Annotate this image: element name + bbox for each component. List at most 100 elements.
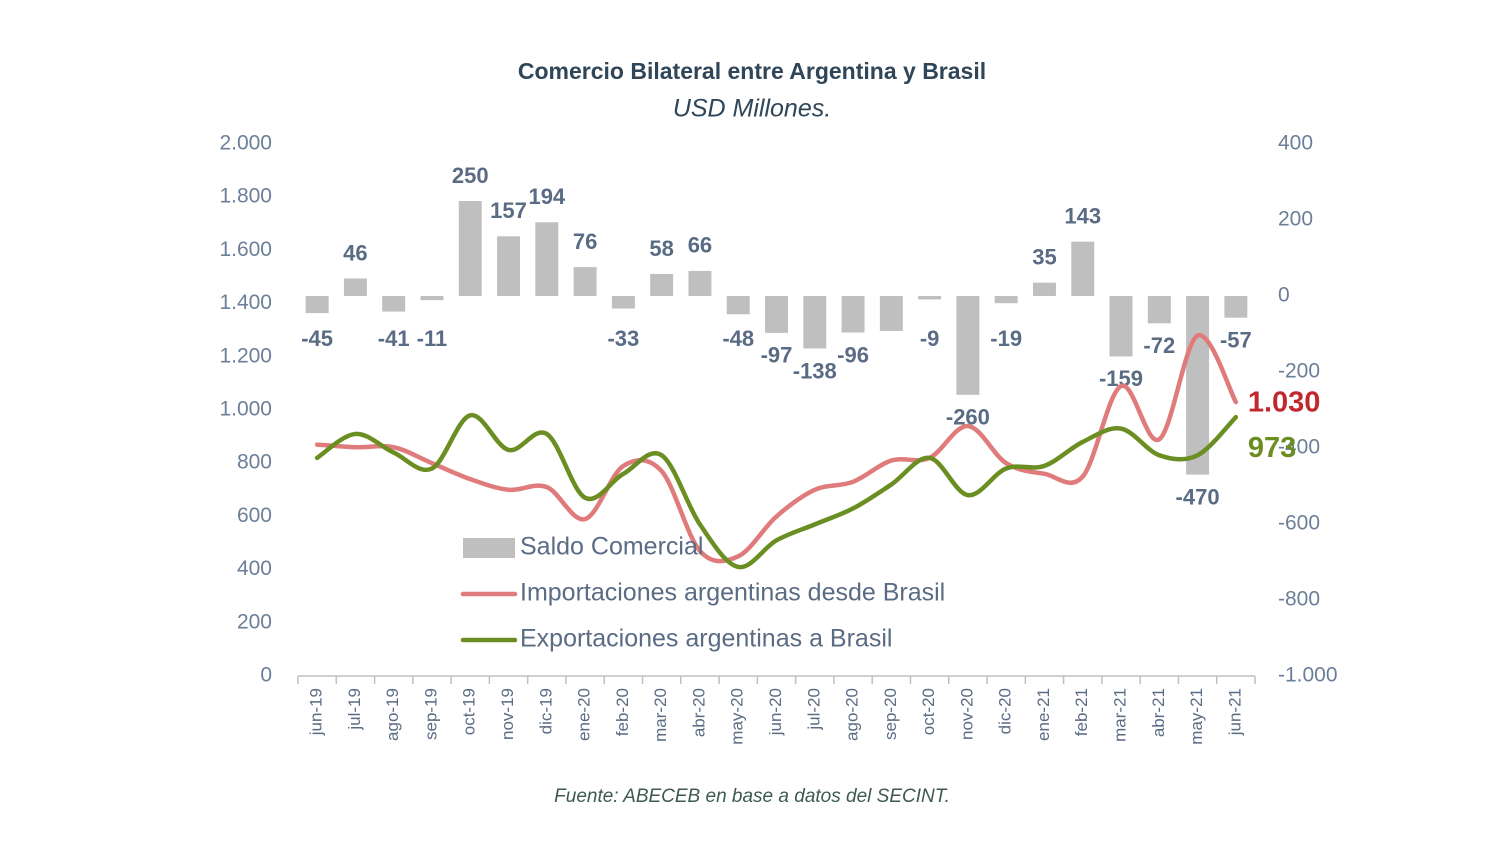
chart-subtitle: USD Millones. xyxy=(673,95,831,123)
x-tick-label: oct-20 xyxy=(919,688,938,735)
bar-value-label: -470 xyxy=(1176,484,1220,509)
y-tick-label: 800 xyxy=(237,451,272,474)
bar-value-label: -97 xyxy=(761,343,793,368)
end-value-label: 973 xyxy=(1248,432,1296,464)
bar xyxy=(879,296,903,331)
y-tick-label: 1.000 xyxy=(219,398,272,421)
x-tick-label: mar-21 xyxy=(1111,688,1130,742)
x-tick-label: sep-19 xyxy=(421,688,440,740)
bar xyxy=(305,296,329,314)
x-tick-label: ene-21 xyxy=(1034,688,1053,741)
bar-value-label: -48 xyxy=(722,326,754,351)
bar-value-label: -11 xyxy=(417,326,448,351)
y-tick-label: 1.400 xyxy=(219,291,272,314)
x-tick-label: jun-20 xyxy=(766,688,785,736)
legend-label: Exportaciones argentinas a Brasil xyxy=(520,625,892,653)
bar xyxy=(803,296,827,349)
bar xyxy=(1224,296,1248,318)
y-tick-label: 1.800 xyxy=(219,185,272,208)
x-tick-label: abr-21 xyxy=(1149,688,1168,737)
bar-value-label: -41 xyxy=(378,326,410,351)
bar-value-label: 35 xyxy=(1032,245,1056,270)
bar-value-label: -45 xyxy=(301,326,333,351)
x-tick-label: sep-20 xyxy=(881,688,900,740)
bar-value-label: -9 xyxy=(920,326,940,351)
bar-value-label: -96 xyxy=(837,342,869,367)
bar xyxy=(841,296,865,333)
bar xyxy=(688,270,712,296)
x-tick-label: ene-20 xyxy=(575,688,594,741)
end-value-label: 1.030 xyxy=(1248,387,1321,419)
bar xyxy=(1147,296,1171,324)
bar-value-label: 194 xyxy=(528,184,565,209)
bar-value-label: -57 xyxy=(1220,327,1252,352)
chart-title: Comercio Bilateral entre Argentina y Bra… xyxy=(518,58,986,84)
bar xyxy=(650,273,674,296)
y2-tick-label: -600 xyxy=(1278,512,1320,535)
bar-value-label: 250 xyxy=(452,163,489,188)
y2-tick-label: 200 xyxy=(1278,208,1313,231)
x-tick-label: oct-19 xyxy=(460,688,479,735)
y2-tick-label: -1.000 xyxy=(1278,664,1338,687)
bar-value-label: -138 xyxy=(793,358,837,383)
y-tick-label: 0 xyxy=(260,664,272,687)
x-tick-label: may-20 xyxy=(728,688,747,745)
x-tick-label: jul-19 xyxy=(345,688,364,731)
line xyxy=(314,413,1239,570)
bar xyxy=(765,296,788,333)
bar-value-label: 76 xyxy=(573,229,597,254)
y-tick-label: 600 xyxy=(237,504,272,527)
bar xyxy=(343,278,367,296)
x-tick-label: ago-19 xyxy=(383,688,402,741)
x-tick-label: mar-20 xyxy=(651,688,670,742)
x-tick-label: nov-20 xyxy=(957,688,976,740)
y-tick-label: 2.000 xyxy=(219,132,272,155)
bar-value-label: 46 xyxy=(343,240,367,265)
bar xyxy=(1032,282,1056,296)
y2-tick-label: -400 xyxy=(1278,436,1320,459)
bar xyxy=(420,296,444,301)
bar xyxy=(1109,296,1133,357)
bar xyxy=(535,222,559,296)
bar xyxy=(497,236,521,296)
legend-swatch xyxy=(463,538,515,558)
x-tick-label: dic-19 xyxy=(536,688,555,734)
bar xyxy=(573,267,597,296)
y-tick-label: 1.200 xyxy=(219,344,272,367)
x-tick-label: nov-19 xyxy=(498,688,517,740)
x-tick-label: ago-20 xyxy=(843,688,862,741)
bar xyxy=(611,296,635,309)
bar-value-label: -33 xyxy=(607,326,639,351)
bar xyxy=(1071,241,1095,296)
bar xyxy=(918,296,942,300)
y-tick-label: 400 xyxy=(237,557,272,580)
bar-value-label: -19 xyxy=(990,326,1022,351)
bar xyxy=(382,296,406,312)
bar-value-label: -72 xyxy=(1143,333,1175,358)
x-tick-label: jun-21 xyxy=(1225,688,1244,736)
bar xyxy=(458,201,482,296)
bar xyxy=(956,296,980,395)
y2-tick-label: -800 xyxy=(1278,588,1320,611)
bar xyxy=(994,296,1018,304)
y-tick-label: 1.600 xyxy=(219,238,272,261)
y2-tick-label: 0 xyxy=(1278,284,1290,307)
y2-tick-label: -200 xyxy=(1278,360,1320,383)
x-tick-label: jul-20 xyxy=(804,688,823,731)
bar-value-label: 58 xyxy=(649,236,673,261)
x-tick-label: feb-20 xyxy=(613,688,632,736)
x-tick-label: may-21 xyxy=(1187,688,1206,745)
x-tick-label: dic-20 xyxy=(996,688,1015,734)
bar-value-label: 66 xyxy=(688,233,712,258)
line xyxy=(314,333,1239,564)
bar-value-label: 143 xyxy=(1064,203,1101,228)
bar xyxy=(726,296,750,315)
legend-label: Importaciones argentinas desde Brasil xyxy=(520,579,945,607)
y2-tick-label: 400 xyxy=(1278,132,1313,155)
legend-label: Saldo Comercial xyxy=(520,533,703,561)
source-note: Fuente: ABECEB en base a datos del SECIN… xyxy=(554,786,950,807)
x-tick-label: abr-20 xyxy=(689,688,708,737)
bar-value-label: 157 xyxy=(490,198,527,223)
y-tick-label: 200 xyxy=(237,610,272,633)
